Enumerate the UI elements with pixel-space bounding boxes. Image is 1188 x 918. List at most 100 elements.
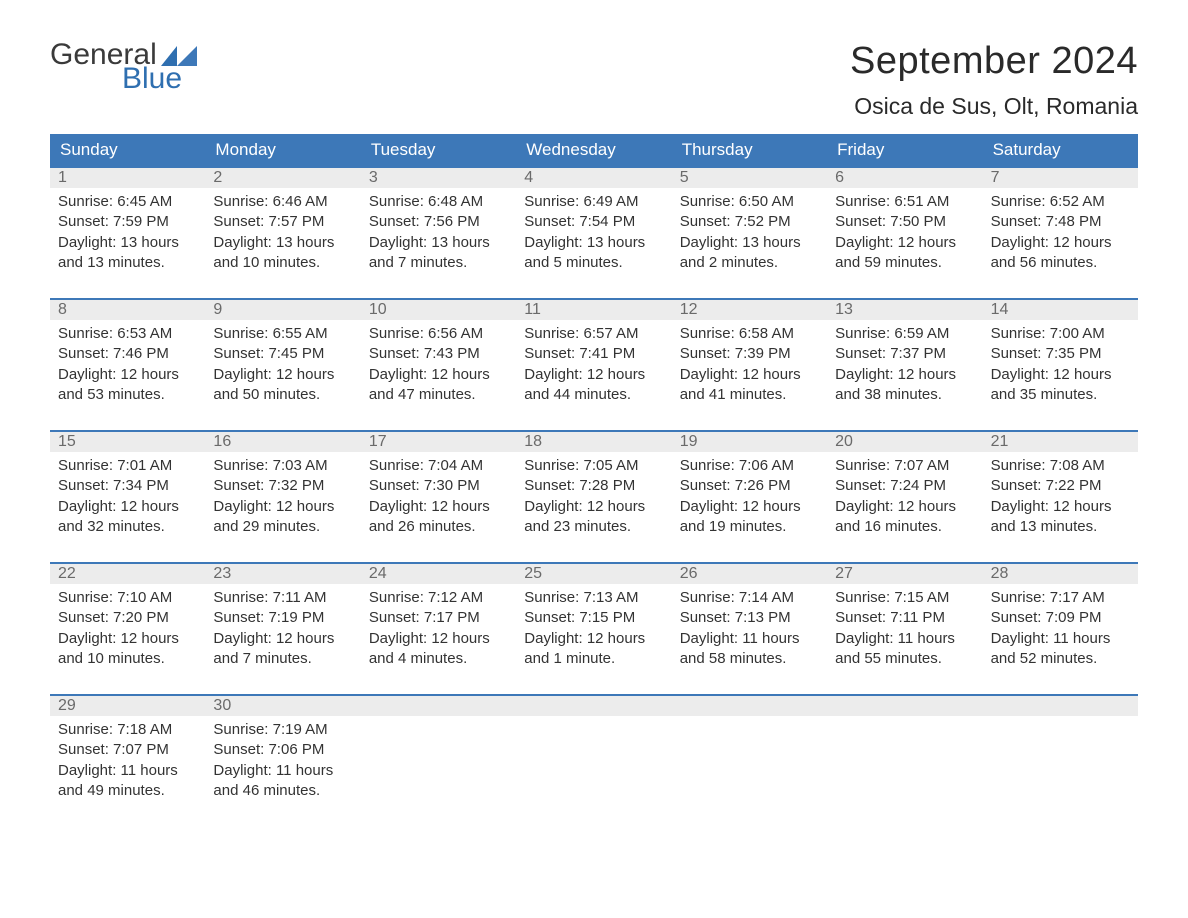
sunrise-value: 6:49 AM xyxy=(583,193,638,210)
daylight-line: Daylight: 12 hours and 56 minutes. xyxy=(991,233,1130,274)
sunset-label: Sunset: xyxy=(680,213,735,230)
day-cell xyxy=(983,716,1138,808)
daylight-line: Daylight: 11 hours and 55 minutes. xyxy=(835,629,974,670)
month-title: September 2024 xyxy=(850,40,1138,83)
sunrise-line: Sunrise: 7:13 AM xyxy=(524,588,663,608)
daylight-label: Daylight: xyxy=(369,498,432,515)
sunrise-line: Sunrise: 7:01 AM xyxy=(58,456,197,476)
sunrise-label: Sunrise: xyxy=(524,457,583,474)
day-number: 20 xyxy=(827,432,982,452)
sunset-value: 7:46 PM xyxy=(113,345,169,362)
sunset-line: Sunset: 7:34 PM xyxy=(58,476,197,496)
day-cell: Sunrise: 6:52 AMSunset: 7:48 PMDaylight:… xyxy=(983,188,1138,280)
sunrise-line: Sunrise: 7:14 AM xyxy=(680,588,819,608)
daylight-label: Daylight: xyxy=(213,762,276,779)
sunset-label: Sunset: xyxy=(991,213,1046,230)
sunset-label: Sunset: xyxy=(213,345,268,362)
sunset-value: 7:52 PM xyxy=(735,213,791,230)
sunrise-label: Sunrise: xyxy=(213,721,272,738)
sunrise-value: 6:58 AM xyxy=(739,325,794,342)
sunset-value: 7:35 PM xyxy=(1046,345,1102,362)
day-number: 16 xyxy=(205,432,360,452)
sunrise-label: Sunrise: xyxy=(835,589,894,606)
sunrise-label: Sunrise: xyxy=(213,457,272,474)
day-number: 9 xyxy=(205,300,360,320)
day-number: 15 xyxy=(50,432,205,452)
daylight-line: Daylight: 13 hours and 2 minutes. xyxy=(680,233,819,274)
sunset-line: Sunset: 7:32 PM xyxy=(213,476,352,496)
sunset-line: Sunset: 7:19 PM xyxy=(213,608,352,628)
weekday-header: Thursday xyxy=(672,134,827,166)
day-number: 3 xyxy=(361,168,516,188)
sunset-line: Sunset: 7:35 PM xyxy=(991,344,1130,364)
sunrise-value: 7:01 AM xyxy=(117,457,172,474)
sunrise-line: Sunrise: 6:52 AM xyxy=(991,192,1130,212)
sunrise-value: 7:07 AM xyxy=(894,457,949,474)
day-cell: Sunrise: 7:18 AMSunset: 7:07 PMDaylight:… xyxy=(50,716,205,808)
sunrise-line: Sunrise: 7:07 AM xyxy=(835,456,974,476)
sunset-line: Sunset: 7:57 PM xyxy=(213,212,352,232)
sunset-line: Sunset: 7:09 PM xyxy=(991,608,1130,628)
day-number: 13 xyxy=(827,300,982,320)
sunrise-line: Sunrise: 6:56 AM xyxy=(369,324,508,344)
calendar-week: 15161718192021Sunrise: 7:01 AMSunset: 7:… xyxy=(50,430,1138,544)
sunrise-label: Sunrise: xyxy=(524,325,583,342)
sunrise-line: Sunrise: 6:58 AM xyxy=(680,324,819,344)
sunrise-value: 7:05 AM xyxy=(583,457,638,474)
day-cell: Sunrise: 7:00 AMSunset: 7:35 PMDaylight:… xyxy=(983,320,1138,412)
sunset-value: 7:28 PM xyxy=(579,477,635,494)
sunrise-line: Sunrise: 7:11 AM xyxy=(213,588,352,608)
sunset-label: Sunset: xyxy=(524,477,579,494)
daylight-line: Daylight: 13 hours and 10 minutes. xyxy=(213,233,352,274)
sunset-label: Sunset: xyxy=(835,345,890,362)
sunset-value: 7:39 PM xyxy=(735,345,791,362)
calendar: SundayMondayTuesdayWednesdayThursdayFrid… xyxy=(50,134,1138,808)
sunrise-line: Sunrise: 6:55 AM xyxy=(213,324,352,344)
sunset-value: 7:54 PM xyxy=(579,213,635,230)
sunrise-line: Sunrise: 7:18 AM xyxy=(58,720,197,740)
sunrise-value: 6:55 AM xyxy=(273,325,328,342)
day-number xyxy=(516,696,671,716)
day-number: 6 xyxy=(827,168,982,188)
daylight-line: Daylight: 11 hours and 49 minutes. xyxy=(58,761,197,802)
daylight-line: Daylight: 12 hours and 41 minutes. xyxy=(680,365,819,406)
sunrise-line: Sunrise: 6:51 AM xyxy=(835,192,974,212)
sunset-value: 7:45 PM xyxy=(268,345,324,362)
weekday-header: Tuesday xyxy=(361,134,516,166)
sunset-value: 7:57 PM xyxy=(268,213,324,230)
sunset-line: Sunset: 7:24 PM xyxy=(835,476,974,496)
day-cell: Sunrise: 7:17 AMSunset: 7:09 PMDaylight:… xyxy=(983,584,1138,676)
day-cell: Sunrise: 6:50 AMSunset: 7:52 PMDaylight:… xyxy=(672,188,827,280)
daylight-line: Daylight: 12 hours and 19 minutes. xyxy=(680,497,819,538)
sunrise-line: Sunrise: 7:10 AM xyxy=(58,588,197,608)
sunset-label: Sunset: xyxy=(213,213,268,230)
sunrise-label: Sunrise: xyxy=(58,193,117,210)
daynum-row: 15161718192021 xyxy=(50,432,1138,452)
day-cell: Sunrise: 7:04 AMSunset: 7:30 PMDaylight:… xyxy=(361,452,516,544)
day-number: 24 xyxy=(361,564,516,584)
sunset-line: Sunset: 7:13 PM xyxy=(680,608,819,628)
sunrise-label: Sunrise: xyxy=(58,325,117,342)
daylight-label: Daylight: xyxy=(991,366,1054,383)
sunset-label: Sunset: xyxy=(835,213,890,230)
sunset-label: Sunset: xyxy=(524,345,579,362)
sunset-value: 7:26 PM xyxy=(735,477,791,494)
sunrise-line: Sunrise: 7:08 AM xyxy=(991,456,1130,476)
day-number: 12 xyxy=(672,300,827,320)
sunrise-line: Sunrise: 7:19 AM xyxy=(213,720,352,740)
sunrise-value: 6:46 AM xyxy=(273,193,328,210)
day-number: 17 xyxy=(361,432,516,452)
daylight-label: Daylight: xyxy=(369,630,432,647)
sunrise-line: Sunrise: 7:12 AM xyxy=(369,588,508,608)
sunset-label: Sunset: xyxy=(58,741,113,758)
daylight-line: Daylight: 11 hours and 52 minutes. xyxy=(991,629,1130,670)
sunset-label: Sunset: xyxy=(369,609,424,626)
sunset-label: Sunset: xyxy=(991,345,1046,362)
sunrise-line: Sunrise: 7:15 AM xyxy=(835,588,974,608)
daylight-label: Daylight: xyxy=(524,366,587,383)
sunset-value: 7:15 PM xyxy=(579,609,635,626)
day-number: 8 xyxy=(50,300,205,320)
day-cell: Sunrise: 6:56 AMSunset: 7:43 PMDaylight:… xyxy=(361,320,516,412)
daylight-line: Daylight: 12 hours and 29 minutes. xyxy=(213,497,352,538)
day-cell: Sunrise: 7:15 AMSunset: 7:11 PMDaylight:… xyxy=(827,584,982,676)
